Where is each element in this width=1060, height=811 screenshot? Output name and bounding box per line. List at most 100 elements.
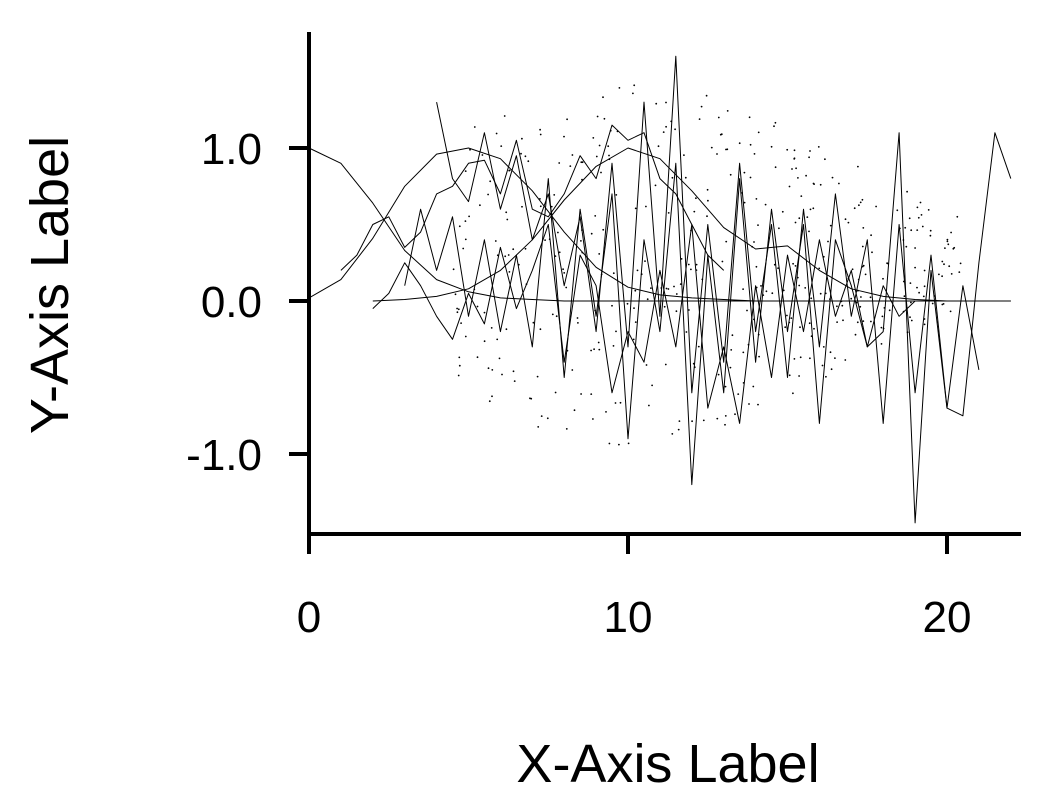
- scatter-dot: [544, 239, 546, 242]
- scatter-dot: [856, 321, 859, 324]
- scatter-dot: [524, 155, 527, 158]
- scatter-dot: [581, 161, 584, 164]
- scatter-dot: [634, 207, 637, 210]
- scatter-dot: [521, 137, 523, 140]
- scatter-dot: [494, 240, 497, 242]
- scatter-dot: [824, 158, 826, 161]
- scatter-dot: [615, 330, 617, 333]
- scatter-dot: [773, 125, 775, 128]
- scatter-dot: [539, 328, 542, 331]
- scatter-dot: [882, 277, 884, 280]
- scatter-dot: [700, 105, 703, 108]
- scatter-dot: [662, 131, 665, 134]
- scatter-dot: [734, 413, 736, 416]
- scatter-dot: [487, 193, 489, 196]
- scatter-dot: [755, 265, 758, 268]
- scatter-dot: [464, 335, 467, 338]
- scatter-dot: [473, 126, 476, 128]
- scatter-dot: [923, 269, 926, 272]
- scatter-dot: [916, 286, 918, 289]
- scatter-dot: [491, 369, 494, 371]
- scatter-dot: [880, 343, 883, 345]
- scatter-dot: [558, 251, 561, 254]
- scatter-dot: [858, 204, 860, 207]
- scatter-dot: [742, 351, 745, 354]
- scatter-dot: [592, 418, 594, 420]
- scatter-dot: [799, 356, 802, 359]
- scatter-dot: [829, 351, 832, 354]
- scatter-dot: [481, 154, 484, 156]
- scatter-dot: [862, 264, 865, 267]
- scatter-dot: [618, 443, 620, 446]
- scatter-dot: [602, 96, 604, 99]
- scatter-dot: [454, 293, 457, 296]
- scatter-dot: [495, 132, 498, 135]
- scatter-dot: [539, 133, 542, 136]
- scatter-dot: [683, 154, 685, 157]
- scatter-dot: [952, 247, 955, 250]
- scatter-dot: [784, 326, 787, 329]
- scatter-dot: [748, 116, 751, 119]
- scatter-dot: [590, 393, 593, 395]
- scatter-dot: [634, 289, 637, 292]
- scatter-dot: [909, 316, 911, 319]
- scatter-dot: [487, 367, 490, 370]
- scatter-dot: [931, 302, 934, 305]
- scatter-dot: [479, 204, 481, 207]
- scatter-dot: [524, 247, 527, 250]
- scatter-dot: [607, 145, 610, 148]
- scatter-dot: [941, 260, 944, 263]
- scatter-dot: [805, 174, 807, 177]
- scatter-dot: [483, 311, 486, 314]
- scatter-dot: [904, 226, 907, 229]
- scatter-dot: [488, 400, 491, 403]
- scatter-dot: [626, 302, 629, 305]
- scatter-dot: [864, 273, 867, 276]
- scatter-dot: [870, 234, 872, 237]
- scatter-dot: [452, 268, 455, 271]
- series-line-5: [436, 55, 980, 424]
- scatter-dot: [571, 369, 574, 371]
- scatter-dot: [673, 285, 675, 288]
- y-tick-label: 1.0: [201, 125, 262, 174]
- x-tick-label: 10: [604, 593, 653, 642]
- scatter-dot: [810, 297, 813, 300]
- scatter-dot: [569, 165, 572, 168]
- scatter-dot: [917, 216, 920, 219]
- scatter-dot: [717, 373, 720, 376]
- scatter-dot: [469, 148, 471, 151]
- scatter-dot: [645, 205, 647, 208]
- scatter-dot: [844, 359, 847, 361]
- scatter-dot: [468, 215, 470, 218]
- scatter-dot: [592, 137, 595, 139]
- scatter-dot: [825, 375, 827, 378]
- scatter-dot: [916, 229, 919, 232]
- scatter-dot: [813, 327, 815, 330]
- series-line-4: [340, 124, 725, 271]
- scatter-dot: [875, 205, 877, 208]
- scatter-dot: [757, 403, 759, 406]
- scatter-dot: [702, 419, 705, 422]
- scatter-dot: [558, 162, 561, 164]
- scatter-dot: [800, 195, 803, 198]
- scatter-dot: [590, 349, 592, 352]
- scatter-dot: [752, 385, 755, 388]
- scatter-dot: [698, 118, 701, 120]
- scatter-dot: [764, 203, 767, 206]
- scatter-dot: [725, 240, 728, 243]
- scatter-dot: [742, 288, 744, 290]
- scatter-dot: [950, 273, 953, 275]
- scatter-dot: [829, 224, 832, 227]
- scatter-dot: [903, 295, 906, 298]
- scatter-dot: [869, 296, 872, 299]
- scatter-dot: [799, 326, 801, 329]
- scatter-dot: [580, 393, 582, 395]
- scatter-dot: [602, 228, 605, 231]
- scatter-dot: [788, 185, 791, 188]
- scatter-dot: [910, 319, 913, 322]
- y-tick-label: 0.0: [201, 278, 262, 327]
- scatter-dot: [513, 380, 516, 382]
- scatter-dot: [813, 183, 815, 186]
- scatter-dot: [707, 199, 709, 202]
- scatter-dot: [959, 262, 962, 265]
